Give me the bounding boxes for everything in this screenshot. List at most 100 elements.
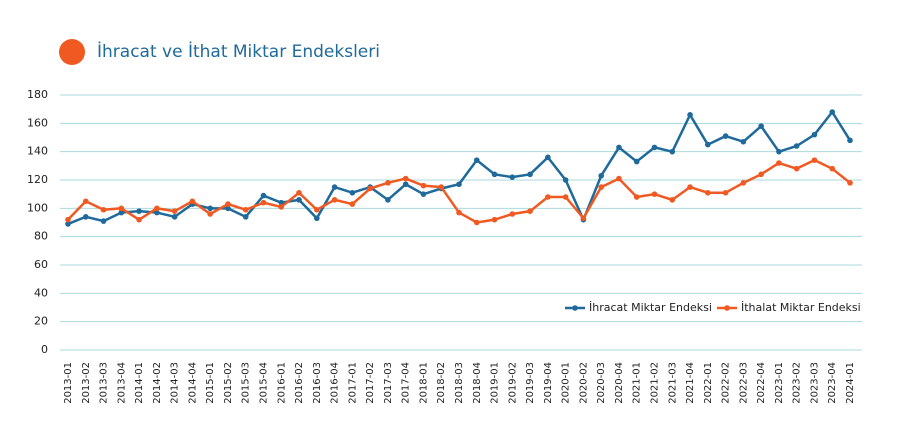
data-point (438, 184, 445, 190)
data-point (385, 197, 391, 203)
legend-label: İhracat Miktar Endeksi (589, 301, 712, 314)
y-tick-label: 0 (41, 343, 48, 356)
data-point (456, 209, 462, 216)
data-point (225, 201, 231, 207)
data-point (154, 209, 160, 216)
x-tick-label: 2023-01 (774, 362, 785, 404)
data-point (225, 205, 231, 212)
data-point (758, 171, 764, 178)
y-tick-label: 180 (27, 88, 48, 101)
data-point (260, 199, 267, 206)
data-point (793, 165, 800, 172)
data-point (687, 112, 693, 118)
data-point (207, 211, 213, 217)
data-point (314, 206, 320, 213)
x-tick-label: 2021-02 (650, 362, 661, 404)
x-tick-label: 2021-01 (632, 362, 643, 404)
data-point (349, 201, 356, 207)
data-point (651, 191, 658, 197)
y-tick-label: 60 (34, 258, 48, 271)
data-point (687, 184, 693, 190)
data-point (349, 189, 356, 196)
data-point (616, 175, 622, 182)
x-tick-label: 2013-03 (99, 362, 110, 404)
data-point (722, 133, 729, 139)
data-point (82, 198, 89, 205)
data-point (385, 180, 391, 186)
y-tick-label: 140 (27, 145, 48, 158)
x-tick-label: 2015-02 (223, 362, 234, 404)
y-tick-label: 120 (27, 173, 48, 186)
x-tick-label: 2018-02 (436, 362, 447, 404)
x-tick-label: 2017-01 (347, 362, 358, 404)
data-point (260, 192, 267, 199)
data-point (545, 154, 551, 161)
data-point (651, 144, 658, 151)
x-tick-label: 2020-04 (614, 362, 625, 404)
data-point (100, 218, 107, 224)
x-tick-label: 2019-01 (490, 362, 501, 404)
data-point (82, 214, 89, 220)
data-point (314, 215, 320, 222)
x-tick-label: 2016-01 (276, 362, 287, 404)
x-tick-label: 2014-01 (134, 362, 145, 404)
x-tick-label: 2014-03 (170, 362, 181, 404)
data-point (491, 216, 498, 223)
x-tick-label: 2013-02 (81, 362, 92, 404)
x-tick-label: 2014-02 (152, 362, 163, 404)
x-tick-label: 2016-03 (312, 362, 323, 404)
data-point (65, 221, 71, 227)
data-point (580, 215, 587, 222)
x-tick-label: 2018-04 (472, 362, 483, 404)
data-point (669, 197, 676, 203)
legend-marker (572, 305, 578, 311)
data-point (420, 182, 427, 189)
data-point (705, 189, 711, 196)
data-point (562, 194, 569, 200)
data-point (296, 189, 302, 196)
data-point (811, 131, 818, 138)
x-tick-label: 2017-03 (383, 362, 394, 404)
data-point (633, 158, 640, 165)
data-point (829, 109, 836, 115)
data-point (527, 208, 533, 214)
data-point (758, 123, 764, 129)
data-point (545, 194, 551, 200)
data-point (242, 206, 249, 213)
data-point (473, 219, 480, 226)
data-point (740, 138, 747, 145)
x-tick-label: 2014-04 (187, 362, 198, 404)
data-point (491, 171, 498, 178)
data-point (171, 208, 178, 214)
data-point (705, 141, 711, 148)
legend-marker (724, 305, 730, 311)
data-point (296, 197, 302, 203)
x-tick-label: 2015-04 (259, 362, 270, 404)
x-tick-label: 2016-04 (330, 362, 341, 404)
x-tick-label: 2013-04 (116, 362, 127, 404)
data-point (136, 208, 142, 214)
data-point (456, 181, 462, 188)
data-point (598, 184, 604, 190)
data-point (100, 206, 107, 213)
x-tick-label: 2024-01 (845, 362, 856, 404)
data-point (776, 160, 782, 166)
data-point (509, 211, 516, 217)
x-tick-label: 2019-02 (507, 362, 518, 404)
data-point (171, 214, 178, 220)
x-tick-label: 2020-03 (596, 362, 607, 404)
data-point (740, 180, 747, 186)
data-point (616, 144, 622, 151)
x-tick-label: 2022-01 (703, 362, 714, 404)
y-tick-label: 100 (27, 201, 48, 214)
series-line (67, 109, 852, 226)
x-tick-label: 2023-02 (792, 362, 803, 404)
data-point (65, 216, 71, 223)
x-tick-label: 2022-03 (738, 362, 749, 404)
x-tick-label: 2020-01 (561, 362, 572, 404)
data-point (136, 216, 142, 223)
y-tick-label: 20 (34, 315, 48, 328)
data-point (331, 197, 338, 203)
data-point (278, 204, 285, 210)
